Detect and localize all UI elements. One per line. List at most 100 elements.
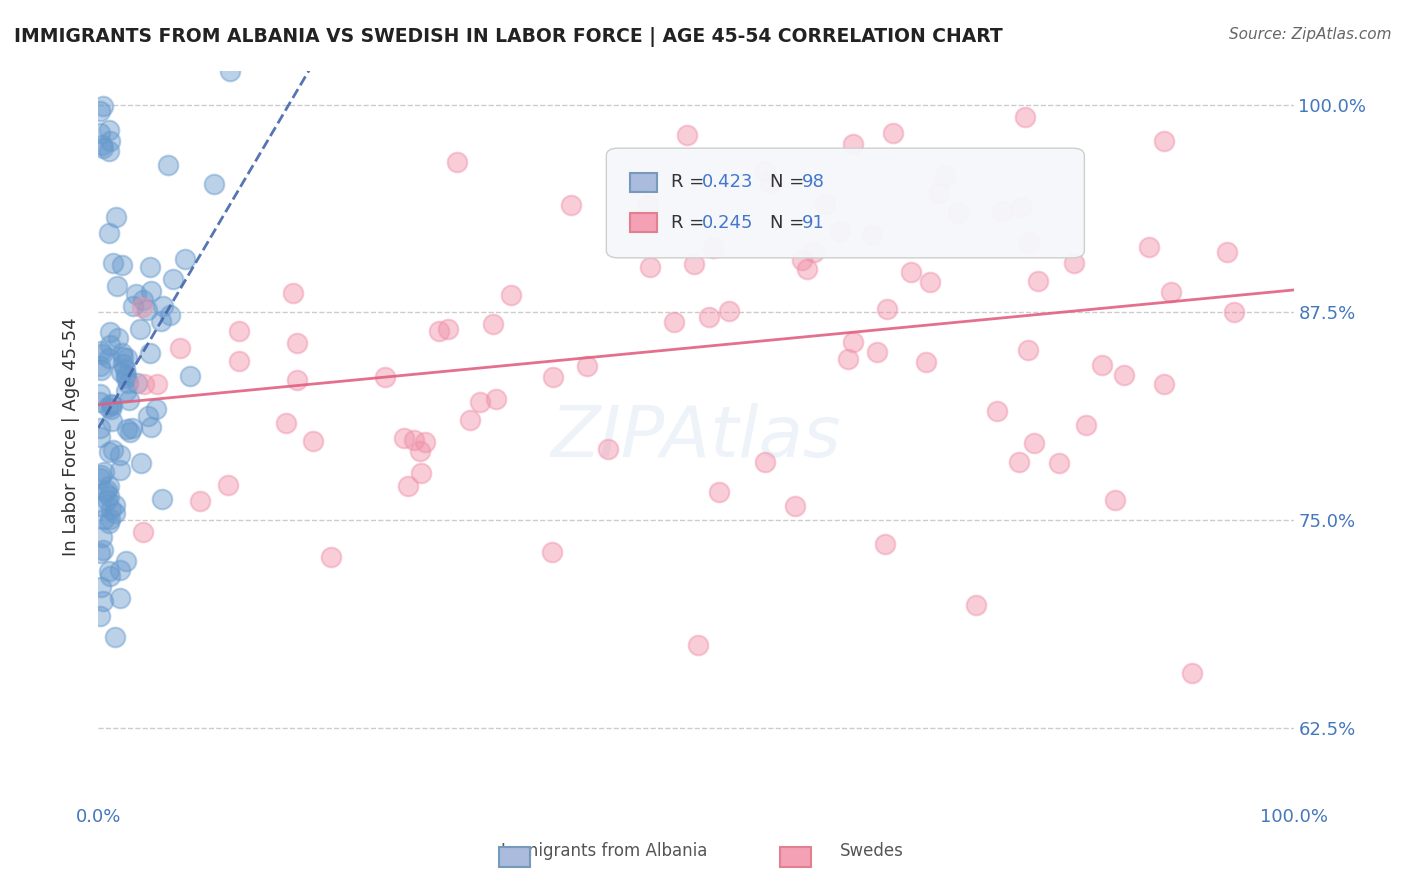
Point [637, 198, 659, 212]
Point [118, 425, 141, 439]
Point [837, 352, 859, 367]
Text: 0.245: 0.245 [702, 214, 754, 232]
Point [159, 308, 181, 322]
Point [928, 186, 950, 201]
Point [1112, 368, 1135, 382]
Text: Source: ZipAtlas.com: Source: ZipAtlas.com [1229, 27, 1392, 42]
Point [125, 376, 148, 390]
Point [276, 416, 298, 430]
Point [830, 224, 852, 238]
Point [576, 359, 599, 373]
Point [111, 345, 134, 359]
Point [188, 493, 211, 508]
FancyBboxPatch shape [630, 173, 657, 192]
Point [96, 483, 118, 497]
Point [89, 126, 111, 140]
Point [876, 301, 898, 316]
Point [1153, 134, 1175, 148]
Point [97, 489, 120, 503]
Point [150, 491, 173, 506]
Point [152, 299, 174, 313]
Point [228, 354, 250, 368]
Point [754, 163, 776, 178]
Point [374, 370, 396, 384]
Point [169, 341, 191, 355]
Text: N =: N = [770, 214, 810, 232]
Point [90, 468, 112, 483]
Y-axis label: In Labor Force | Age 45-54: In Labor Force | Age 45-54 [62, 318, 80, 557]
Point [91, 140, 114, 154]
Point [676, 128, 699, 142]
Point [115, 422, 138, 436]
Point [100, 398, 122, 412]
Text: 91: 91 [803, 214, 825, 232]
Point [138, 409, 160, 423]
Point [697, 310, 720, 324]
Point [596, 442, 619, 457]
Point [97, 479, 120, 493]
Point [392, 431, 415, 445]
Point [93, 512, 115, 526]
Point [132, 525, 155, 540]
Point [93, 466, 115, 480]
Point [89, 471, 111, 485]
Text: R =: R = [671, 173, 710, 191]
Point [108, 463, 131, 477]
Point [139, 346, 162, 360]
Point [107, 331, 129, 345]
Point [104, 630, 127, 644]
Point [115, 384, 138, 399]
Point [218, 64, 240, 78]
Text: IMMIGRANTS FROM ALBANIA VS SWEDISH IN LABOR FORCE | AGE 45-54 CORRELATION CHART: IMMIGRANTS FROM ALBANIA VS SWEDISH IN LA… [14, 27, 1002, 46]
Point [131, 300, 153, 314]
Point [437, 322, 460, 336]
Point [103, 256, 125, 270]
Point [560, 198, 582, 212]
Point [541, 370, 564, 384]
Point [783, 499, 806, 513]
Point [918, 276, 941, 290]
Point [115, 371, 138, 385]
Point [108, 448, 131, 462]
Point [865, 345, 887, 359]
Text: 98: 98 [803, 173, 825, 191]
Point [90, 580, 112, 594]
Point [1024, 436, 1046, 450]
Point [986, 404, 1008, 418]
Point [1160, 285, 1182, 299]
Point [91, 542, 114, 557]
FancyBboxPatch shape [630, 213, 657, 232]
Point [108, 591, 131, 605]
Point [1026, 274, 1049, 288]
Point [146, 377, 169, 392]
Text: Immigrants from Albania: Immigrants from Albania [502, 842, 707, 860]
Point [481, 317, 503, 331]
Point [790, 253, 813, 268]
Point [934, 169, 956, 183]
Point [1014, 111, 1036, 125]
Point [104, 499, 127, 513]
Point [946, 205, 969, 219]
Point [96, 493, 118, 508]
Point [707, 485, 730, 500]
Point [114, 362, 136, 376]
Point [217, 477, 239, 491]
Point [1104, 492, 1126, 507]
Point [131, 456, 153, 470]
Point [90, 363, 112, 377]
Point [111, 357, 134, 371]
Point [285, 373, 308, 387]
Point [90, 499, 112, 513]
Point [132, 376, 155, 391]
Point [110, 365, 132, 379]
Point [1137, 240, 1160, 254]
Point [89, 359, 111, 373]
Point [446, 154, 468, 169]
Point [396, 479, 419, 493]
Point [150, 313, 173, 327]
Point [98, 134, 121, 148]
Point [89, 430, 111, 444]
Point [114, 368, 136, 382]
Point [98, 516, 121, 530]
Point [100, 511, 122, 525]
